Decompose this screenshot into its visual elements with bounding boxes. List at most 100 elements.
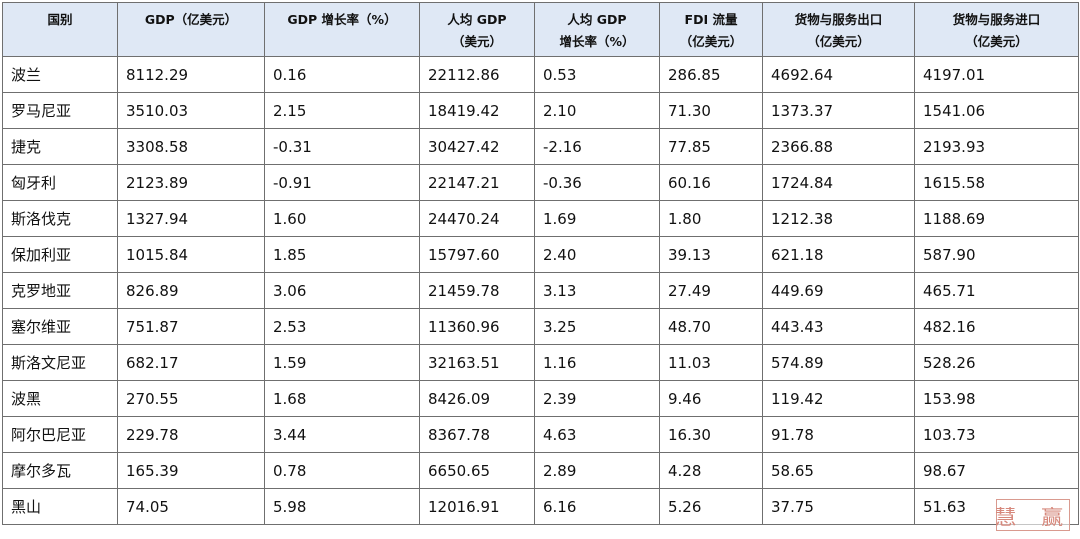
value-cell: 48.70: [659, 308, 763, 345]
country-cell: 阿尔巴尼亚: [2, 416, 118, 453]
column-header-line: 货物与服务进口: [952, 12, 1041, 27]
value-cell: 3.44: [264, 416, 420, 453]
value-cell: 443.43: [762, 308, 915, 345]
table-row: 阿尔巴尼亚 229.78 3.44 8367.78 4.63 16.30 91.78 103.…: [2, 416, 1079, 453]
value-cell: 1.85: [264, 236, 420, 273]
value-cell: -0.36: [534, 164, 660, 201]
value-cell: 4.28: [659, 452, 763, 489]
table-header: 国别 GDP（亿美元） GDP 增长率（%） 人均 GDP （美元） 人均 GDP 增长率（…: [2, 2, 1079, 57]
value-cell: 270.55: [117, 380, 265, 417]
value-cell: -0.31: [264, 128, 420, 165]
value-cell: 2193.93: [914, 128, 1079, 165]
value-cell: 2.10: [534, 92, 660, 129]
column-header: 货物与服务进口 （亿美元）: [914, 2, 1079, 57]
column-header-line: 国别: [47, 12, 73, 27]
value-cell: 71.30: [659, 92, 763, 129]
column-header-line: 人均 GDP: [567, 12, 627, 27]
value-cell: 2366.88: [762, 128, 915, 165]
value-cell: 6.16: [534, 488, 660, 525]
value-cell: 11.03: [659, 344, 763, 381]
value-cell: 0.53: [534, 56, 660, 93]
value-cell: 3.06: [264, 272, 420, 309]
value-cell: 60.16: [659, 164, 763, 201]
value-cell: 153.98: [914, 380, 1079, 417]
table-row: 波兰 8112.29 0.16 22112.86 0.53 286.85 4692.64 41…: [2, 56, 1079, 93]
value-cell: 1541.06: [914, 92, 1079, 129]
country-cell: 克罗地亚: [2, 272, 118, 309]
value-cell: 286.85: [659, 56, 763, 93]
value-cell: 1373.37: [762, 92, 915, 129]
value-cell: 91.78: [762, 416, 915, 453]
column-header: GDP（亿美元）: [117, 2, 265, 57]
value-cell: 18419.42: [419, 92, 535, 129]
column-header-line: （亿美元）: [965, 34, 1028, 49]
column-header: GDP 增长率（%）: [264, 2, 420, 57]
value-cell: 12016.91: [419, 488, 535, 525]
country-cell: 斯洛伐克: [2, 200, 118, 237]
value-cell: 465.71: [914, 272, 1079, 309]
value-cell: 119.42: [762, 380, 915, 417]
table-body: 波兰 8112.29 0.16 22112.86 0.53 286.85 4692.64 41…: [2, 56, 1079, 525]
table-row: 匈牙利 2123.89 -0.91 22147.21 -0.36 60.16 1724.84…: [2, 164, 1079, 201]
header-row: 国别 GDP（亿美元） GDP 增长率（%） 人均 GDP （美元） 人均 GDP 增长率（…: [2, 2, 1079, 57]
value-cell: 2.39: [534, 380, 660, 417]
table-row: 塞尔维亚 751.87 2.53 11360.96 3.25 48.70 443.43 482…: [2, 308, 1079, 345]
country-cell: 波黑: [2, 380, 118, 417]
value-cell: 8367.78: [419, 416, 535, 453]
value-cell: 77.85: [659, 128, 763, 165]
column-header-line: FDI 流量: [684, 12, 738, 27]
value-cell: 621.18: [762, 236, 915, 273]
column-header-line: （美元）: [451, 34, 502, 49]
value-cell: 3.13: [534, 272, 660, 309]
country-cell: 匈牙利: [2, 164, 118, 201]
value-cell: 0.78: [264, 452, 420, 489]
value-cell: 1.68: [264, 380, 420, 417]
value-cell: 5.26: [659, 488, 763, 525]
country-cell: 塞尔维亚: [2, 308, 118, 345]
column-header-line: GDP 增长率（%）: [287, 12, 397, 27]
country-cell: 斯洛文尼亚: [2, 344, 118, 381]
value-cell: 4692.64: [762, 56, 915, 93]
column-header-line: 增长率（%）: [559, 34, 635, 49]
column-header-line: 人均 GDP: [447, 12, 507, 27]
column-header-line: 货物与服务出口: [794, 12, 883, 27]
value-cell: 1015.84: [117, 236, 265, 273]
value-cell: 16.30: [659, 416, 763, 453]
value-cell: 1212.38: [762, 200, 915, 237]
table-row: 黑山 74.05 5.98 12016.91 6.16 5.26 37.75 51.63: [2, 488, 1079, 525]
value-cell: 1327.94: [117, 200, 265, 237]
value-cell: 682.17: [117, 344, 265, 381]
country-cell: 捷克: [2, 128, 118, 165]
value-cell: -0.91: [264, 164, 420, 201]
data-table: 国别 GDP（亿美元） GDP 增长率（%） 人均 GDP （美元） 人均 GDP 增长率（…: [2, 2, 1079, 525]
value-cell: 528.26: [914, 344, 1079, 381]
country-cell: 罗马尼亚: [2, 92, 118, 129]
value-cell: 21459.78: [419, 272, 535, 309]
value-cell: 11360.96: [419, 308, 535, 345]
value-cell: 2123.89: [117, 164, 265, 201]
value-cell: 1.16: [534, 344, 660, 381]
table-row: 斯洛伐克 1327.94 1.60 24470.24 1.69 1.80 1212.38 11…: [2, 200, 1079, 237]
column-header-line: GDP（亿美元）: [144, 12, 238, 27]
value-cell: 229.78: [117, 416, 265, 453]
value-cell: 8112.29: [117, 56, 265, 93]
country-cell: 保加利亚: [2, 236, 118, 273]
value-cell: 3.25: [534, 308, 660, 345]
value-cell: 32163.51: [419, 344, 535, 381]
value-cell: -2.16: [534, 128, 660, 165]
country-cell: 黑山: [2, 488, 118, 525]
value-cell: 2.53: [264, 308, 420, 345]
value-cell: 8426.09: [419, 380, 535, 417]
watermark-seal: 慧 赢: [994, 499, 1070, 531]
value-cell: 2.40: [534, 236, 660, 273]
value-cell: 1188.69: [914, 200, 1079, 237]
value-cell: 30427.42: [419, 128, 535, 165]
value-cell: 574.89: [762, 344, 915, 381]
value-cell: 37.75: [762, 488, 915, 525]
value-cell: 751.87: [117, 308, 265, 345]
value-cell: 9.46: [659, 380, 763, 417]
value-cell: 826.89: [117, 272, 265, 309]
table-row: 保加利亚 1015.84 1.85 15797.60 2.40 39.13 621.18 58…: [2, 236, 1079, 273]
value-cell: 482.16: [914, 308, 1079, 345]
value-cell: 5.98: [264, 488, 420, 525]
